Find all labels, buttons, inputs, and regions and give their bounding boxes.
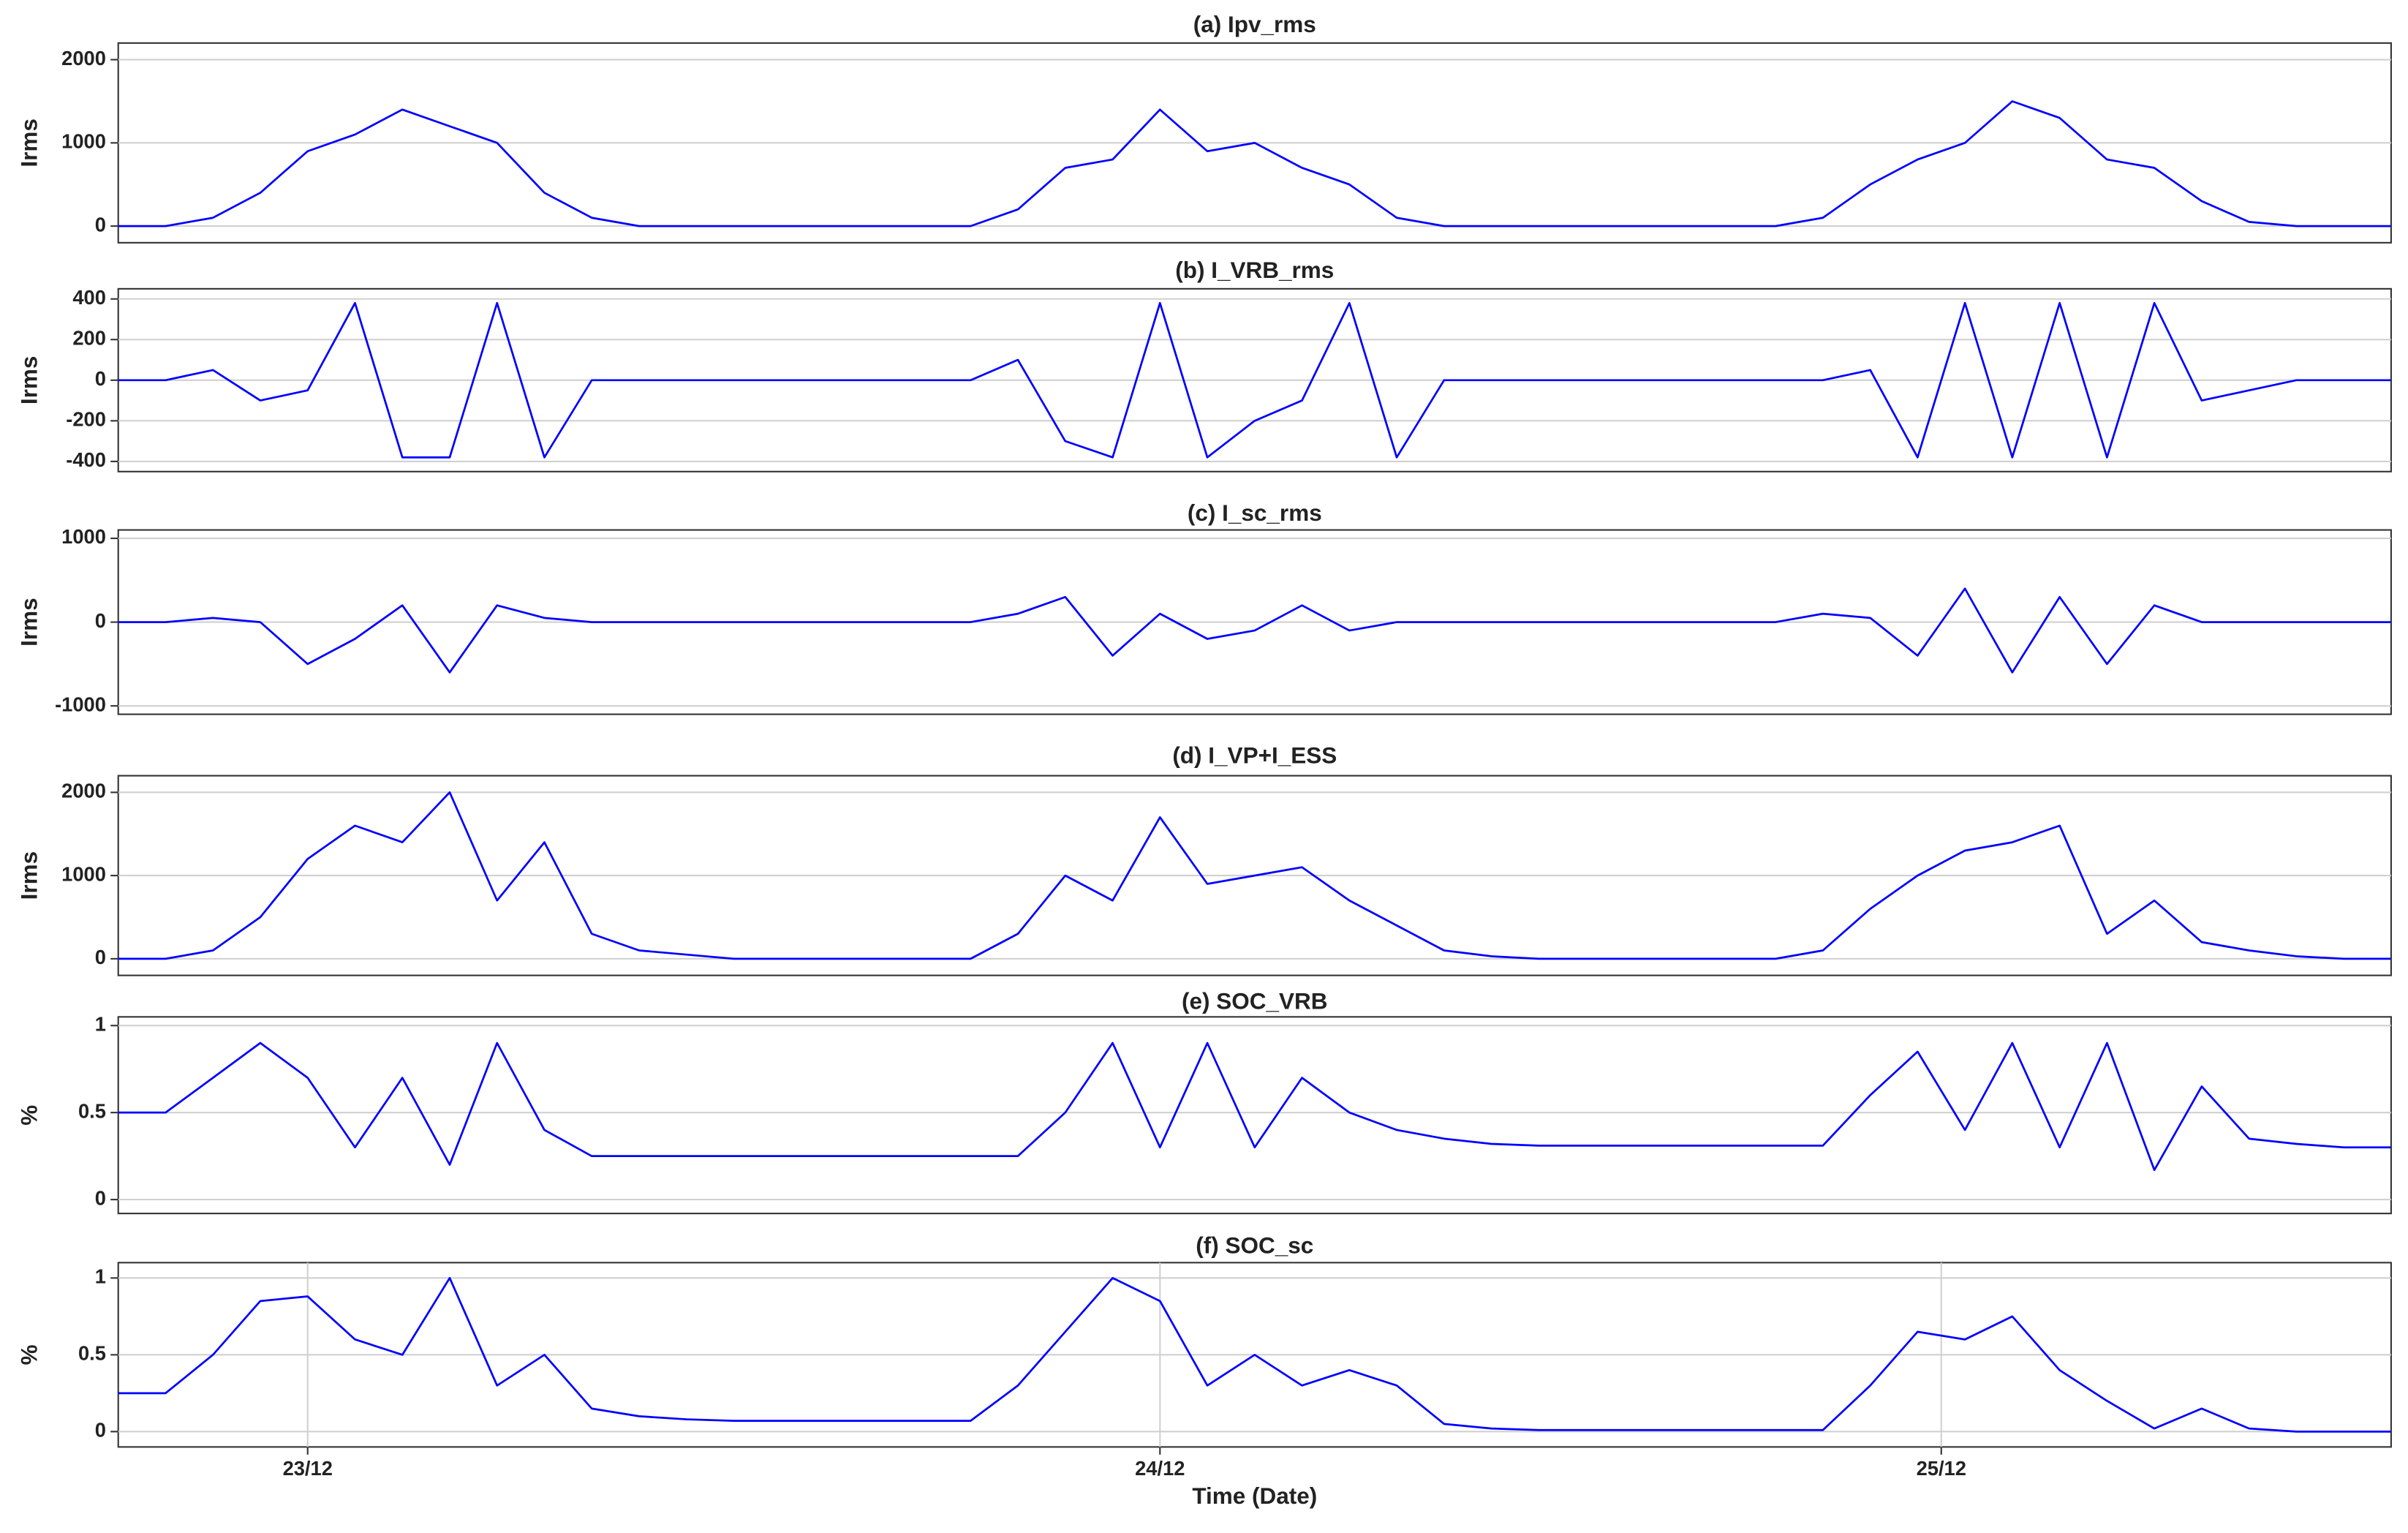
subplot-title: (c) I_sc_rms xyxy=(1188,500,1322,526)
x-tick-label: 24/12 xyxy=(1135,1457,1185,1480)
y-tick-label: 1000 xyxy=(61,525,106,548)
data-line xyxy=(118,1276,2391,1433)
subplot: (e) SOC_VRB% 0 0.5 1 xyxy=(15,988,2392,1215)
subplot: (f) SOC_sc% 0 0.5 1 23/12 24/12 25/12 Time (Dat… xyxy=(15,1232,2392,1509)
y-tick-label: 1 xyxy=(95,1265,106,1288)
y-tick-label: 1 xyxy=(95,1012,106,1035)
y-tick-label: 0 xyxy=(95,367,106,390)
plot-area xyxy=(117,1016,2392,1215)
data-line xyxy=(118,791,2391,960)
y-axis-label: Irms xyxy=(15,356,42,405)
y-axis-label: Irms xyxy=(15,851,42,900)
subplot: (b) I_VRB_rms Irms -400 -200 0 200 400 xyxy=(15,257,2392,472)
subplot: (a) Ipv_rms Irms 0 1000 2000 xyxy=(15,11,2392,244)
y-tick-label: -400 xyxy=(66,448,106,471)
data-line xyxy=(118,100,2391,227)
y-tick-label: 0 xyxy=(95,213,106,236)
y-tick-label: 0 xyxy=(95,1419,106,1442)
y-axis-label: % xyxy=(15,1105,42,1126)
y-tick-label: -1000 xyxy=(55,693,106,715)
subplot-title: (d) I_VP+I_ESS xyxy=(1172,742,1337,769)
x-axis-label: Time (Date) xyxy=(1192,1483,1317,1509)
y-tick-label: 200 xyxy=(72,326,106,349)
subplot: (c) I_sc_rms Irms -1000 0 1000 xyxy=(15,500,2392,715)
y-axis-label: % xyxy=(15,1344,42,1365)
y-axis-label: Irms xyxy=(15,598,42,647)
y-tick-label: 1000 xyxy=(61,130,106,153)
subplot-title: (a) Ipv_rms xyxy=(1193,11,1316,37)
data-line xyxy=(118,301,2391,459)
y-tick-label: 1000 xyxy=(61,862,106,885)
y-tick-label: 2000 xyxy=(61,780,106,802)
y-tick-label: 400 xyxy=(72,286,106,309)
y-tick-label: 0 xyxy=(95,1186,106,1209)
y-tick-label: 0.5 xyxy=(78,1099,106,1122)
y-tick-label: 2000 xyxy=(61,47,106,69)
y-axis-label: Irms xyxy=(15,118,42,167)
subplot: (d) I_VP+I_ESS Irms 0 1000 2000 xyxy=(15,742,2392,976)
data-line xyxy=(118,1042,2391,1172)
x-tick-label: 23/12 xyxy=(283,1457,333,1480)
subplot-title: (b) I_VRB_rms xyxy=(1175,257,1334,283)
subplot-title: (e) SOC_VRB xyxy=(1182,988,1328,1014)
y-tick-label: 0 xyxy=(95,946,106,968)
x-tick-label: 25/12 xyxy=(1917,1457,1966,1480)
data-line xyxy=(118,587,2391,674)
subplot-title: (f) SOC_sc xyxy=(1196,1232,1313,1259)
y-tick-label: -200 xyxy=(66,408,106,431)
y-tick-label: 0.5 xyxy=(78,1342,106,1365)
y-tick-label: 0 xyxy=(95,609,106,632)
